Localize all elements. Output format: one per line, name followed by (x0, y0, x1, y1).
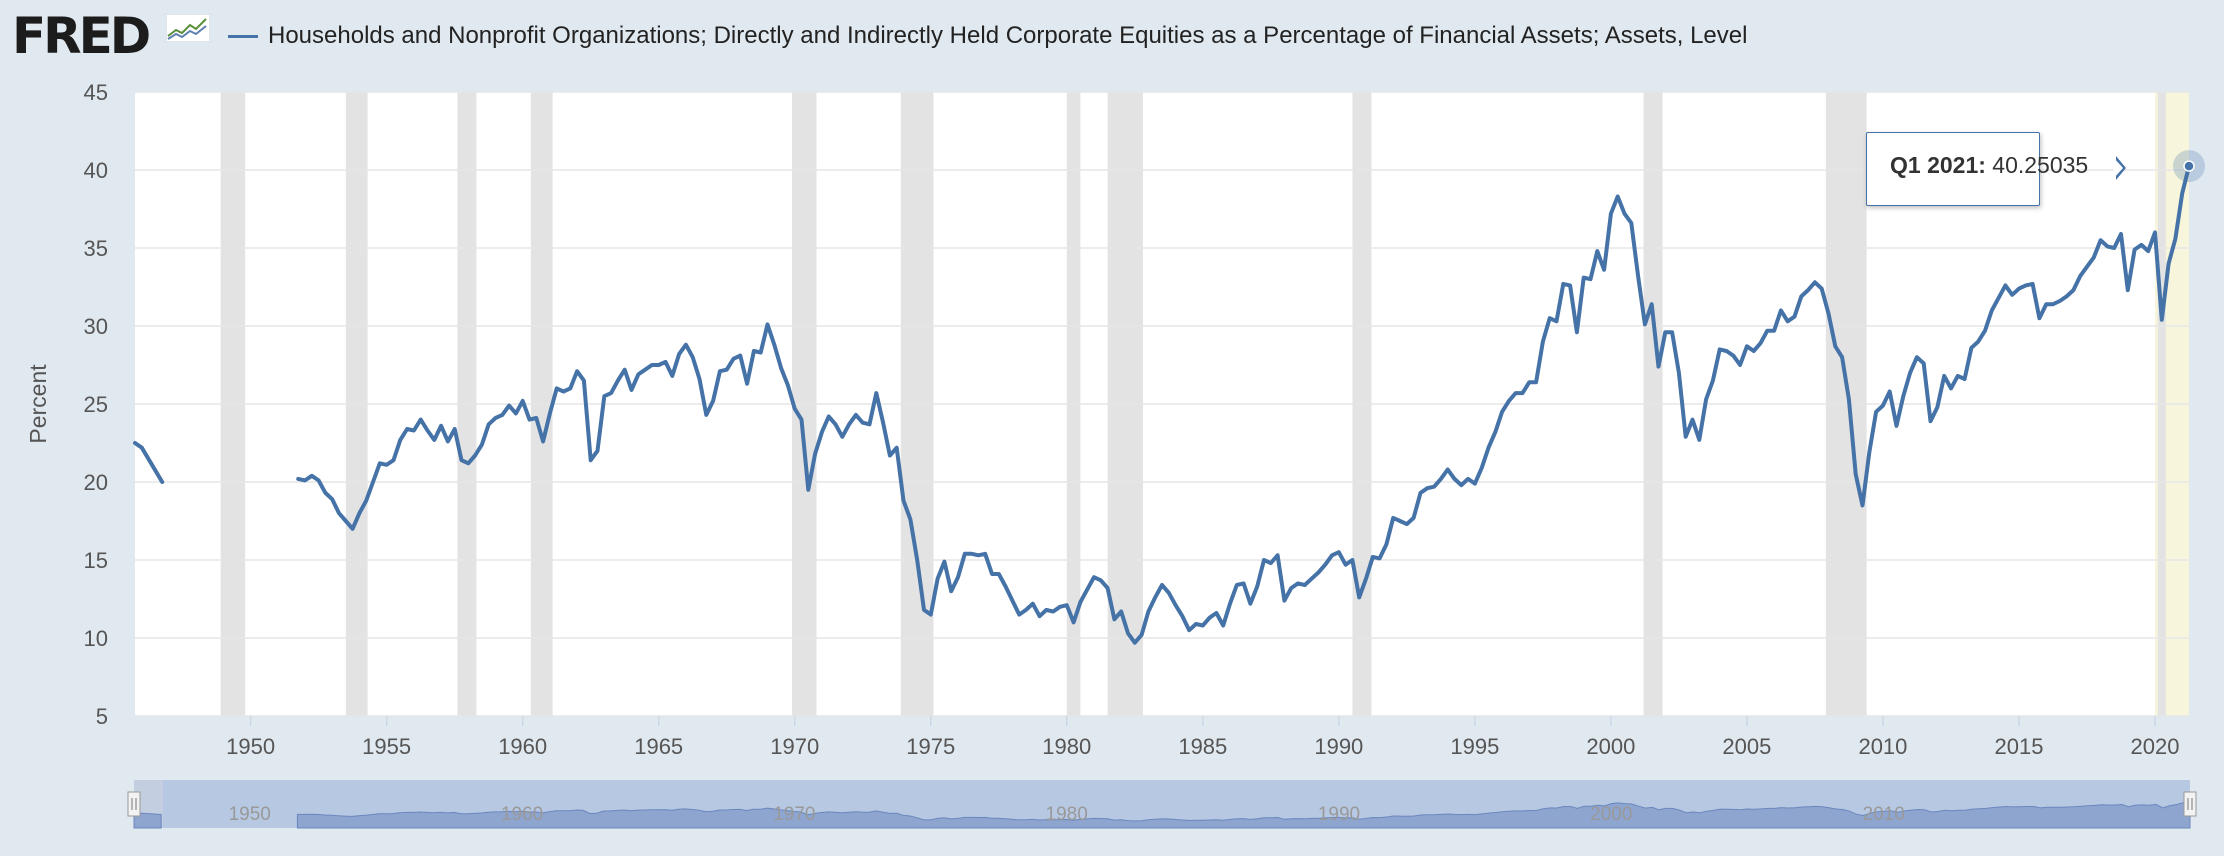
gridlines (135, 91, 2189, 717)
tooltip-box (1866, 132, 2040, 206)
y-axis: 5 10 15 20 25 30 35 40 45 (84, 80, 108, 729)
x-tick-label: 1960 (498, 734, 547, 759)
series-line[interactable] (133, 441, 165, 484)
x-axis: 1950 1955 1960 1965 1970 1975 1980 1985 1990 1995… (226, 716, 2179, 759)
y-tick-label: 25 (84, 392, 108, 417)
chart-trend-icon (166, 14, 210, 42)
x-tick-label: 1980 (1042, 734, 1091, 759)
x-tick-label: 2010 (1858, 734, 1907, 759)
y-tick-label: 30 (84, 314, 108, 339)
navigator-tick-label: 1970 (773, 804, 815, 825)
y-tick-label: 20 (84, 470, 108, 495)
chart-header: FRED Households and Nonprofit Organizati… (0, 0, 2224, 80)
hover-marker (2173, 150, 2205, 183)
y-axis-label: Percent (25, 364, 51, 444)
x-tick-label: 1955 (362, 734, 411, 759)
tooltip-value: 40.25035 (1992, 152, 2089, 178)
navigator-handle-right[interactable] (2183, 791, 2197, 817)
x-tick-label: 1990 (1314, 734, 1363, 759)
range-navigator[interactable]: 1950 1960 1970 1980 1990 2000 2010 (0, 776, 2224, 836)
hover-point (2183, 160, 2195, 172)
chart-title: Households and Nonprofit Organizations; … (268, 22, 1748, 49)
series-line[interactable] (296, 164, 2191, 645)
tooltip-pointer-inner (2114, 158, 2123, 178)
x-tick-label: 1970 (770, 734, 819, 759)
x-tick-label: 2015 (1994, 734, 2043, 759)
y-tick-label: 5 (96, 704, 108, 729)
tooltip-label: Q1 2021: (1890, 152, 1986, 178)
y-tick-label: 15 (84, 548, 108, 573)
x-tick-label: 2000 (1586, 734, 1635, 759)
y-tick-label: 10 (84, 626, 108, 651)
navigator-tick-label: 1960 (501, 804, 543, 825)
y-tick-label: 35 (84, 236, 108, 261)
x-tick-label: 1985 (1178, 734, 1227, 759)
x-tick-label: 1995 (1450, 734, 1499, 759)
navigator-tick-label: 1980 (1046, 804, 1088, 825)
y-tick-label: 40 (84, 158, 108, 183)
x-tick-label: 2005 (1722, 734, 1771, 759)
navigator-axis: 1950 1960 1970 1980 1990 2000 2010 (229, 804, 1905, 825)
fred-logo[interactable]: FRED (12, 7, 151, 65)
navigator-tick-label: 2000 (1590, 804, 1632, 825)
tooltip-text: Q1 2021: 40.25035 (1890, 152, 2088, 179)
navigator-handle-left[interactable] (127, 791, 141, 817)
y-tick-label: 45 (84, 80, 108, 105)
x-tick-label: 2020 (2131, 734, 2180, 759)
x-tick-label: 1950 (226, 734, 275, 759)
series-legend-line (228, 35, 258, 38)
series-line-group[interactable] (133, 164, 2191, 645)
navigator-tick-label: 1990 (1318, 804, 1360, 825)
navigator-tick-label: 2010 (1863, 804, 1905, 825)
x-tick-label: 1965 (634, 734, 683, 759)
x-tick-label: 1975 (906, 734, 955, 759)
navigator-tick-label: 1950 (229, 804, 271, 825)
